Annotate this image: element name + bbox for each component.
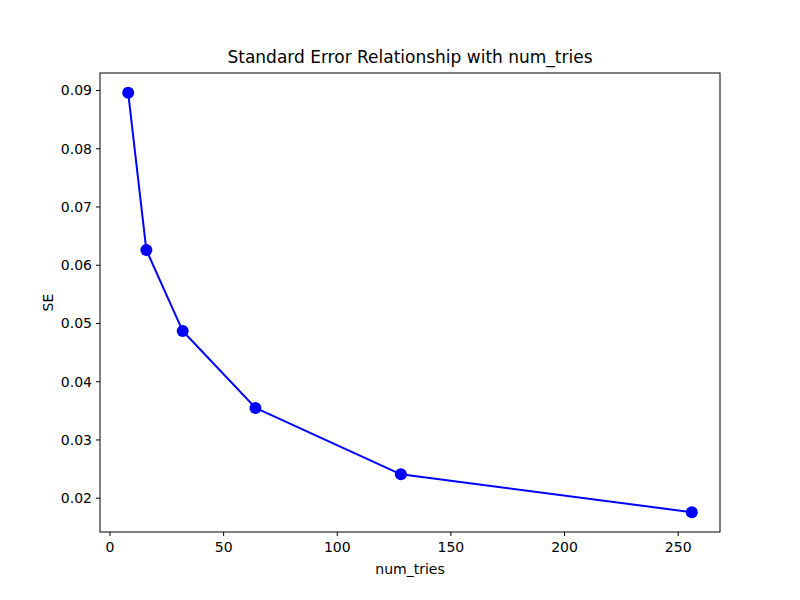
chart-canvas: 0 50 100 150 200 250 0.02 0.03 0.04 0.05 0.06 0.07 0… [0, 0, 800, 600]
x-tick-label: 100 [324, 539, 351, 555]
y-tick-label: 0.08 [61, 141, 92, 157]
y-tick-label: 0.03 [61, 432, 92, 448]
y-tick-label: 0.07 [61, 199, 92, 215]
y-tick-label: 0.02 [61, 490, 92, 506]
y-tick-label: 0.09 [61, 82, 92, 98]
x-tick-label: 200 [551, 539, 578, 555]
data-point [395, 468, 407, 480]
x-tick-label: 0 [106, 539, 115, 555]
x-tick-label: 150 [438, 539, 465, 555]
data-point [177, 325, 189, 337]
data-point [249, 402, 261, 414]
y-axis-label: SE [39, 286, 56, 320]
chart-title: Standard Error Relationship with num_tri… [100, 47, 720, 67]
x-tick-label: 250 [665, 539, 692, 555]
x-axis-label: num_tries [100, 561, 720, 577]
figure: 0 50 100 150 200 250 0.02 0.03 0.04 0.05 0.06 0.07 0… [0, 0, 800, 600]
y-tick-label: 0.05 [61, 315, 92, 331]
y-tick-label: 0.04 [61, 374, 92, 390]
y-tick-label: 0.06 [61, 257, 92, 273]
axes-spines [100, 73, 720, 532]
series-line [128, 93, 692, 512]
x-tick-label: 50 [215, 539, 233, 555]
data-point [140, 244, 152, 256]
data-point [122, 87, 134, 99]
data-point [686, 506, 698, 518]
